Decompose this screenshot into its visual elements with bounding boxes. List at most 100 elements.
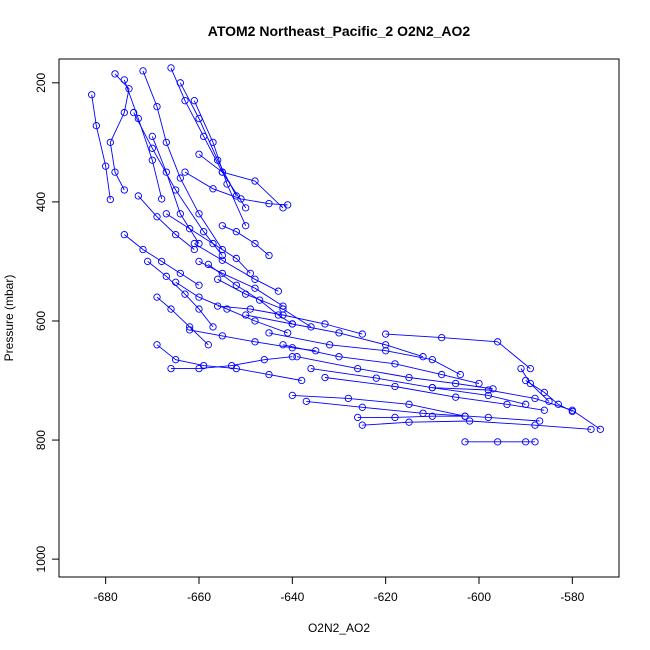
data-point (139, 245, 147, 254)
data-point (307, 323, 315, 331)
data-point (358, 403, 366, 411)
data-point (279, 341, 287, 349)
series-19 (167, 353, 296, 373)
series-line (268, 332, 461, 375)
data-point (172, 278, 180, 286)
data-point (536, 417, 544, 425)
data-point (162, 272, 170, 280)
data-point (596, 425, 604, 433)
data-point (172, 230, 180, 239)
data-point (545, 397, 553, 406)
data-point (209, 185, 217, 193)
x-axis-label: O2N2_AO2 (308, 621, 370, 635)
y-tick-label: 200 (34, 72, 48, 92)
data-point (223, 180, 231, 188)
data-point (181, 97, 189, 105)
data-point (176, 210, 184, 218)
data-point (153, 293, 161, 301)
data-point (176, 79, 184, 87)
data-point (526, 364, 534, 373)
data-point (531, 394, 539, 403)
series-line (133, 112, 223, 256)
data-point (242, 204, 250, 212)
series-line (166, 213, 251, 274)
data-point (218, 269, 226, 277)
data-point (354, 413, 362, 422)
series-6 (130, 108, 226, 260)
data-point (120, 230, 128, 239)
series-line (222, 225, 270, 256)
data-point (293, 353, 301, 361)
y-tick-label: 1000 (34, 545, 48, 572)
series-9 (181, 168, 292, 209)
data-point (461, 438, 469, 446)
data-point (246, 305, 254, 313)
series-40 (176, 79, 240, 200)
data-point (242, 311, 250, 319)
data-point (540, 406, 548, 414)
series-line (198, 260, 284, 307)
data-point (335, 329, 343, 337)
series-21 (242, 311, 427, 361)
data-point (120, 76, 128, 84)
data-point (288, 320, 296, 328)
data-point (130, 108, 138, 117)
data-point (354, 364, 362, 373)
x-tick-label: -640 (280, 590, 304, 604)
data-point (489, 385, 497, 393)
y-tick-label: 400 (34, 192, 48, 212)
series-37 (190, 239, 282, 295)
data-point (456, 370, 464, 379)
data-point (335, 353, 343, 361)
data-point (190, 245, 198, 254)
data-point (428, 412, 436, 420)
series-38 (162, 210, 254, 277)
series-23 (279, 341, 483, 388)
series-10 (218, 222, 273, 260)
series-line (324, 377, 545, 411)
series-39 (134, 192, 198, 254)
data-point (195, 257, 203, 266)
data-point (540, 388, 548, 397)
data-point (274, 287, 282, 295)
data-point (209, 239, 217, 248)
series-line (123, 79, 163, 200)
data-point (251, 275, 259, 283)
series-line (245, 314, 424, 358)
data-point (382, 330, 390, 338)
data-point (466, 417, 474, 425)
data-point (195, 305, 203, 313)
data-point (218, 332, 226, 340)
data-point (531, 438, 539, 446)
data-point (120, 186, 128, 194)
data-point (195, 364, 203, 373)
x-axis: -680 -660 -640 -620 -600 -580 (94, 577, 585, 604)
data-point (242, 290, 250, 298)
data-point (204, 260, 212, 269)
data-point (326, 341, 334, 349)
data-point (232, 192, 240, 200)
data-point (494, 438, 502, 446)
data-point (298, 376, 306, 385)
series-line (432, 387, 601, 430)
x-tick-label: -600 (467, 590, 491, 604)
data-point (186, 225, 194, 233)
series-41 (190, 97, 250, 230)
data-point (120, 108, 128, 117)
data-point (251, 284, 259, 292)
series-line (362, 420, 592, 430)
data-point (251, 338, 259, 346)
plot-frame (58, 58, 620, 578)
series-27 (288, 391, 469, 420)
data-point (288, 391, 296, 400)
data-point (405, 373, 413, 382)
data-point (167, 305, 175, 313)
series-line (156, 296, 209, 346)
data-point (153, 341, 161, 349)
data-point (195, 210, 203, 218)
data-point (321, 320, 329, 328)
series-36 (214, 275, 315, 331)
data-point (382, 347, 390, 355)
data-point (153, 102, 161, 111)
